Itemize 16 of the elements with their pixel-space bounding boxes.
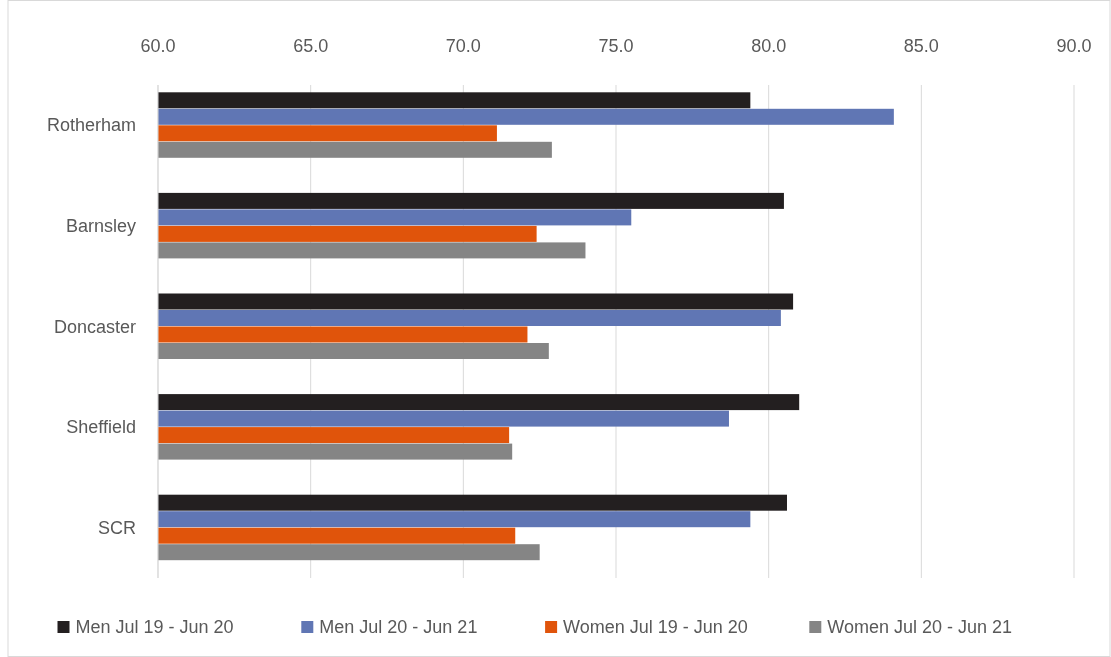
x-tick-label: 65.0 (293, 36, 329, 56)
x-tick-label: 75.0 (598, 36, 634, 56)
legend-label: Women Jul 19 - Jun 20 (563, 617, 748, 637)
y-tick-label: Doncaster (53, 316, 136, 337)
legend-label: Men Jul 19 - Jun 20 (75, 617, 234, 637)
legend-label: Women Jul 20 - Jun 21 (827, 617, 1013, 637)
x-tick-label: 85.0 (903, 36, 939, 56)
y-tick-label: SCR (97, 517, 136, 538)
x-tick-label: 70.0 (445, 36, 481, 56)
y-tick-label: Sheffield (66, 417, 136, 438)
y-tick-label: Barnsley (65, 215, 136, 236)
x-tick-label: 80.0 (751, 36, 787, 56)
legend-label: Men Jul 20 - Jun 21 (319, 617, 478, 637)
x-tick-label: 90.0 (1056, 36, 1092, 56)
y-tick-label: Rotherham (46, 115, 136, 136)
x-tick-label: 60.0 (140, 36, 176, 56)
